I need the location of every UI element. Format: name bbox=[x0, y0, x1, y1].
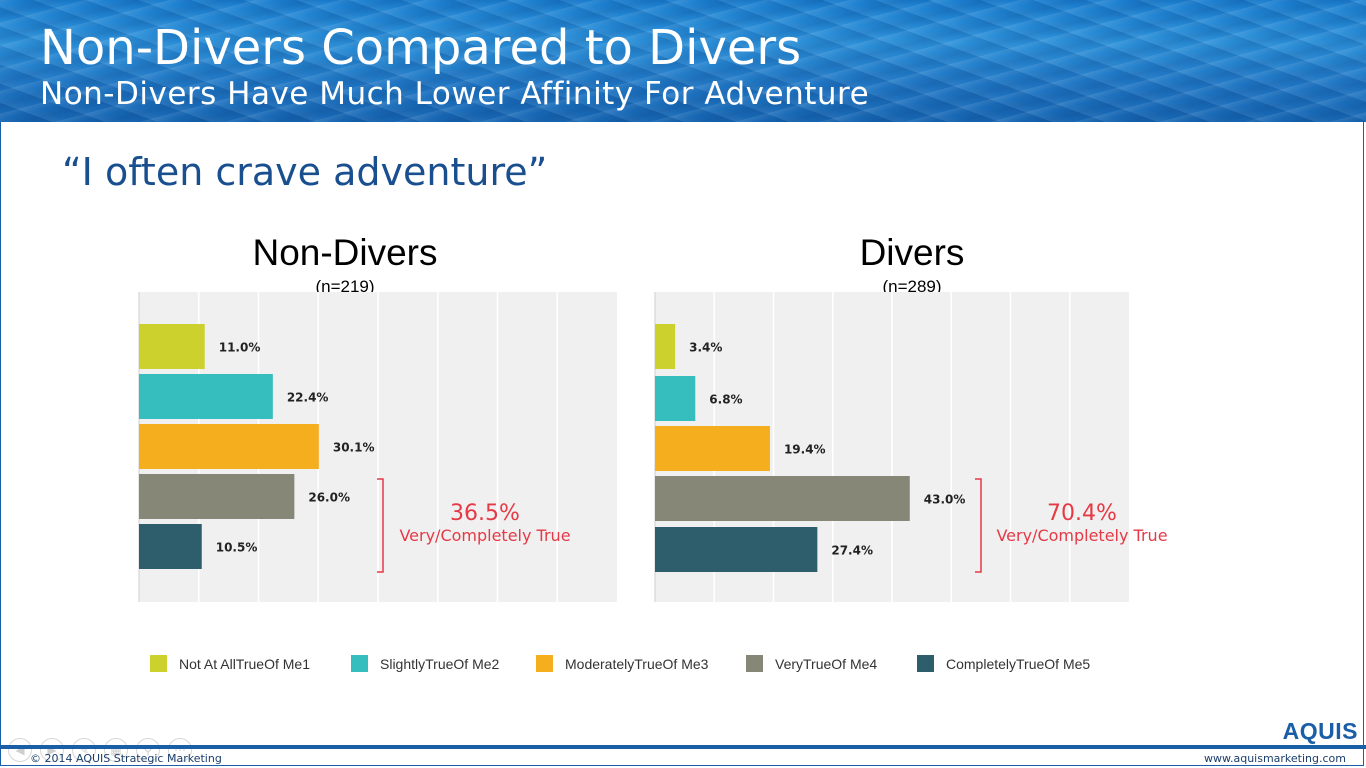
chart-sample-size-divers: (n=289) bbox=[882, 277, 942, 296]
bar bbox=[655, 324, 676, 369]
legend-swatch bbox=[536, 655, 553, 672]
bar bbox=[139, 374, 273, 419]
pen-icon[interactable]: ✎ bbox=[72, 738, 96, 762]
chart-title-divers: Divers bbox=[859, 232, 965, 273]
bar bbox=[655, 376, 696, 421]
data-label: 30.1% bbox=[333, 441, 375, 455]
next-slide-icon[interactable]: ▶ bbox=[40, 738, 64, 762]
slide-subtitle: Non-Divers Have Much Lower Affinity For … bbox=[40, 76, 870, 112]
bar bbox=[655, 527, 818, 572]
data-label: 6.8% bbox=[709, 393, 742, 407]
legend-item: Not At AllTrueOf Me1 bbox=[150, 655, 310, 672]
bar bbox=[139, 474, 295, 519]
legend-label: CompletelyTrueOf Me5 bbox=[946, 655, 1091, 672]
bracket-non-divers bbox=[377, 478, 384, 573]
legend-label: VeryTrueOf Me4 bbox=[775, 655, 878, 672]
zoom-icon[interactable]: ⚲ bbox=[136, 738, 160, 762]
bracket-divers bbox=[975, 478, 982, 573]
bar-chart-divers: 3.4% 6.8% 19.4% 43.0% 27.4% bbox=[654, 292, 1129, 602]
bar bbox=[139, 524, 202, 569]
previous-slide-icon[interactable]: ◀ bbox=[8, 738, 32, 762]
annotation-value-divers: 70.4% bbox=[1047, 501, 1117, 526]
data-label: 11.0% bbox=[219, 341, 261, 355]
legend-item: SlightlyTrueOf Me2 bbox=[351, 655, 499, 672]
legend-label: ModeratelyTrueOf Me3 bbox=[565, 655, 709, 672]
legend-label: Not At AllTrueOf Me1 bbox=[179, 655, 310, 672]
legend-item: ModeratelyTrueOf Me3 bbox=[536, 655, 708, 672]
data-label: 3.4% bbox=[689, 341, 722, 355]
footer-website: www.aquismarketing.com bbox=[1204, 752, 1346, 765]
data-label: 22.4% bbox=[287, 391, 329, 405]
legend-swatch bbox=[917, 655, 934, 672]
bar bbox=[655, 476, 910, 521]
header-banner: Non-Divers Compared to Divers Non-Divers… bbox=[0, 0, 1366, 122]
bar bbox=[139, 324, 205, 369]
survey-statement: “I often crave adventure” bbox=[62, 150, 548, 194]
bar bbox=[139, 424, 319, 469]
data-label: 10.5% bbox=[216, 541, 258, 555]
legend-item: CompletelyTrueOf Me5 bbox=[917, 655, 1090, 672]
legend-item: VeryTrueOf Me4 bbox=[746, 655, 877, 672]
annotation-label-divers: Very/Completely True bbox=[996, 526, 1168, 545]
slides-grid-icon[interactable]: ▦ bbox=[104, 738, 128, 762]
annotation-value-non-divers: 36.5% bbox=[450, 501, 520, 526]
legend-swatch bbox=[746, 655, 763, 672]
bar bbox=[655, 426, 770, 471]
footer-copyright: © 2014 AQUIS Strategic Marketing bbox=[30, 752, 222, 765]
legend-label: SlightlyTrueOf Me2 bbox=[380, 655, 500, 672]
data-label: 26.0% bbox=[308, 491, 350, 505]
slide-title: Non-Divers Compared to Divers bbox=[40, 20, 802, 76]
data-label: 19.4% bbox=[784, 443, 826, 457]
footer-divider bbox=[0, 745, 1366, 749]
annotation-label-non-divers: Very/Completely True bbox=[399, 526, 571, 545]
legend-swatch bbox=[150, 655, 167, 672]
bar-chart-non-divers: 11.0% 22.4% 30.1% 26.0% 10.5% bbox=[138, 292, 617, 602]
legend-swatch bbox=[351, 655, 368, 672]
chart-sample-size-non-divers: (n=219) bbox=[315, 277, 375, 296]
chart-title-non-divers: Non-Divers bbox=[252, 232, 438, 273]
data-label: 43.0% bbox=[924, 493, 966, 507]
aquis-logo: AQUIS bbox=[1282, 718, 1358, 744]
data-label: 27.4% bbox=[831, 544, 873, 558]
